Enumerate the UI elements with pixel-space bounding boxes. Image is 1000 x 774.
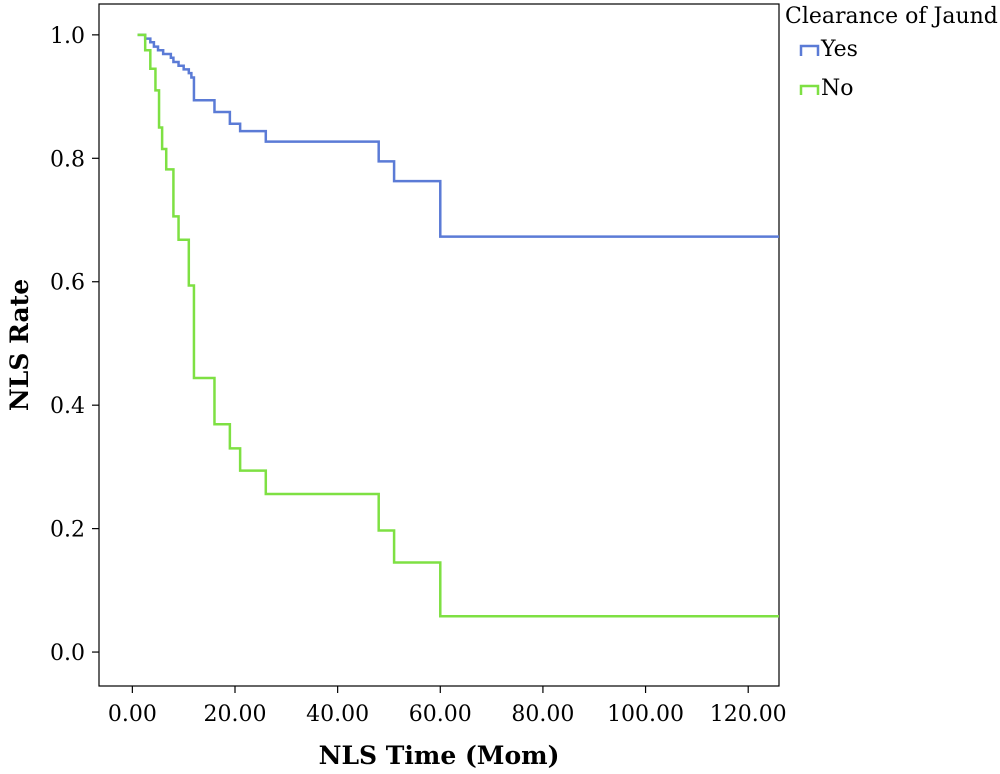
y-axis-title: NLS Rate [5,279,34,411]
legend-title: Clearance of Jaund [785,4,998,29]
plot-frame [98,3,780,687]
y-axis: 0.0 0.2 0.4 0.6 0.8 1.0 [50,24,99,666]
y-tick-label-4: 0.8 [50,147,85,172]
x-axis-title: NLS Time (Mom) [319,741,560,770]
legend-label-yes: Yes [820,37,858,62]
y-tick-label-2: 0.4 [50,394,85,419]
legend-swatch-no [799,84,820,95]
series-line-no [137,33,779,618]
x-axis: 0.00 20.00 40.00 60.00 80.00 100.00 120.00 [108,686,787,727]
legend-label-no: No [821,76,854,101]
y-tick-label-5: 1.0 [50,24,85,49]
y-tick-label-1: 0.2 [50,518,85,543]
x-tick-label-5: 100.00 [607,702,684,727]
x-tick-label-2: 40.00 [306,702,369,727]
x-tick-label-3: 60.00 [409,702,472,727]
series-line-yes [137,33,779,238]
x-tick-label-0: 0.00 [108,702,157,727]
legend-swatch-yes [799,44,820,56]
legend: Clearance of Jaund Yes No [785,4,998,101]
y-tick-label-0: 0.0 [50,641,85,666]
y-tick-label-3: 0.6 [50,271,85,296]
x-tick-label-4: 80.00 [511,702,574,727]
x-tick-label-1: 20.00 [204,702,267,727]
x-tick-label-6: 120.00 [710,702,787,727]
series-layer [137,33,779,618]
